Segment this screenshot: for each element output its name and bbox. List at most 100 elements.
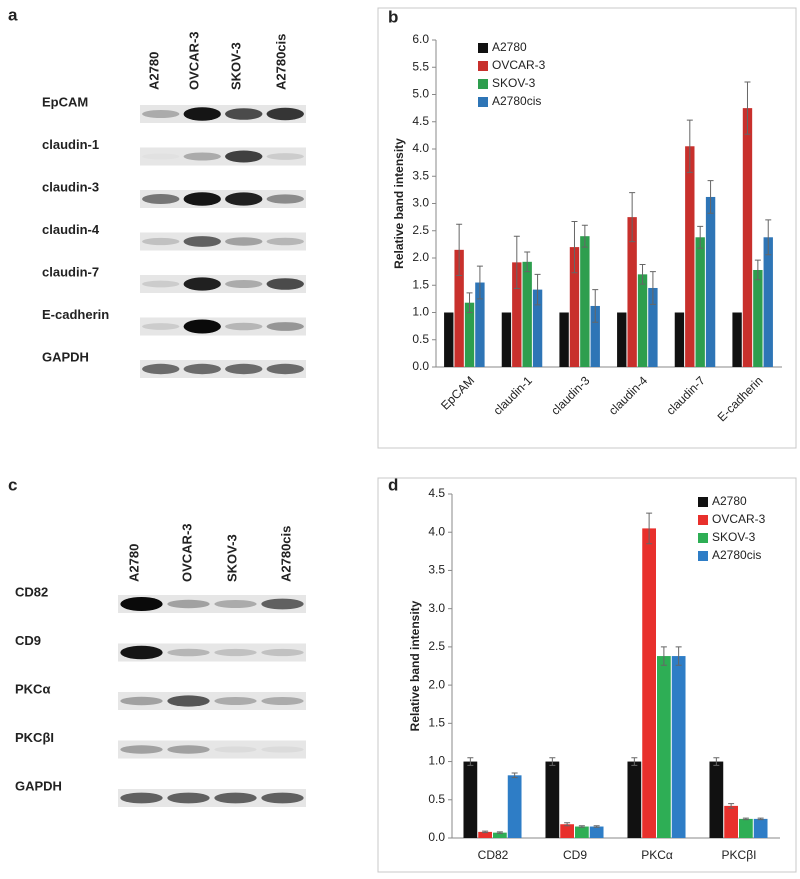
- error-bar: [456, 223, 463, 276]
- error-bar: [697, 225, 704, 249]
- legend-label: A2780cis: [712, 548, 761, 562]
- blot-band: [120, 696, 163, 706]
- bar: [637, 274, 648, 367]
- row-label: CD82: [15, 584, 48, 599]
- bar: [507, 775, 522, 838]
- blot-strip: [140, 232, 306, 251]
- legend-label: A2780: [712, 494, 747, 508]
- blot-band: [120, 745, 163, 754]
- blot-band: [142, 280, 180, 288]
- blot-band: [214, 600, 257, 608]
- x-tick-label: EpCAM: [438, 373, 477, 412]
- panel-frame: [377, 7, 797, 449]
- y-tick-label: 3.5: [412, 168, 429, 182]
- blot-band: [183, 152, 221, 161]
- blot-band: [142, 153, 180, 160]
- error-bar: [513, 235, 520, 290]
- bar: [617, 312, 627, 367]
- blot-band: [266, 278, 304, 290]
- y-tick-label: 2.0: [428, 677, 445, 691]
- row-label: claudin-4: [42, 222, 100, 237]
- legend-swatch: [698, 515, 708, 525]
- blot-band: [266, 153, 304, 160]
- blot-band: [261, 697, 304, 705]
- y-tick-label: 0.5: [428, 792, 445, 806]
- y-tick-label: 0.0: [428, 830, 445, 844]
- blot-band: [183, 107, 221, 121]
- y-tick-label: 0.5: [412, 332, 429, 346]
- blot-band: [183, 277, 221, 291]
- y-tick-label: 2.5: [428, 639, 445, 653]
- blot-band: [214, 648, 257, 657]
- error-bar: [578, 825, 585, 828]
- error-bar: [482, 830, 489, 834]
- blot-band: [261, 598, 304, 610]
- error-bar: [511, 772, 518, 779]
- bar: [545, 761, 560, 838]
- x-tick-label: CD9: [563, 848, 587, 862]
- blot-band: [167, 599, 210, 609]
- x-tick-label: claudin-1: [491, 373, 536, 418]
- y-tick-label: 3.5: [428, 563, 445, 577]
- legend-swatch: [698, 497, 708, 507]
- bar: [532, 289, 543, 367]
- blot-strip: [118, 692, 306, 710]
- bar: [753, 269, 763, 367]
- bar: [580, 236, 590, 367]
- blot-band: [142, 363, 180, 375]
- lane-label: SKOV-3: [228, 42, 243, 90]
- blot-strip: [140, 105, 306, 123]
- bar: [454, 249, 464, 367]
- bar: [627, 761, 642, 838]
- y-tick-label: 5.0: [412, 87, 429, 101]
- bar: [627, 217, 637, 367]
- error-bar: [728, 803, 735, 809]
- row-label: GAPDH: [15, 778, 62, 793]
- blot-strip: [140, 190, 306, 208]
- error-bar: [534, 273, 541, 306]
- error-bar: [524, 251, 531, 273]
- bar: [512, 262, 522, 367]
- bar: [589, 826, 604, 838]
- bar: [674, 312, 685, 367]
- bar: [657, 656, 671, 838]
- bar: [753, 818, 768, 838]
- blot-strip: [118, 595, 306, 613]
- y-tick-label: 4.0: [428, 524, 445, 538]
- blot-strip: [140, 360, 306, 378]
- blot-band: [225, 280, 263, 288]
- row-label: CD9: [15, 633, 41, 648]
- blot-band: [183, 192, 221, 206]
- bar: [475, 282, 485, 367]
- blot-band: [225, 108, 263, 120]
- y-tick-label: 3.0: [428, 601, 445, 615]
- y-tick-label: 3.0: [412, 196, 429, 210]
- error-bar: [629, 192, 636, 243]
- lane-label: OVCAR-3: [179, 523, 194, 582]
- bar: [695, 237, 705, 367]
- blot-band: [266, 322, 304, 331]
- row-label: GAPDH: [42, 349, 89, 364]
- bar: [724, 805, 738, 838]
- error-bar: [466, 292, 473, 313]
- error-bar: [757, 817, 764, 821]
- blot-band: [266, 107, 304, 121]
- y-tick-label: 4.5: [412, 114, 429, 128]
- error-bar: [675, 646, 682, 666]
- blot-band: [214, 792, 257, 804]
- legend-label: A2780cis: [492, 94, 541, 108]
- legend-swatch: [478, 97, 488, 107]
- bar: [648, 287, 658, 367]
- blot-band: [167, 648, 210, 657]
- legend-label: A2780: [492, 40, 527, 54]
- blot-band: [120, 792, 163, 804]
- panel-frame: [377, 477, 797, 873]
- bar: [444, 312, 454, 367]
- x-tick-label: claudin-3: [548, 373, 593, 418]
- blot-band: [214, 697, 257, 705]
- panel-label: c: [8, 475, 17, 494]
- lane-label: OVCAR-3: [186, 31, 201, 90]
- lane-label: A2780cis: [273, 34, 288, 90]
- error-bar: [742, 817, 749, 821]
- error-bar: [549, 757, 556, 766]
